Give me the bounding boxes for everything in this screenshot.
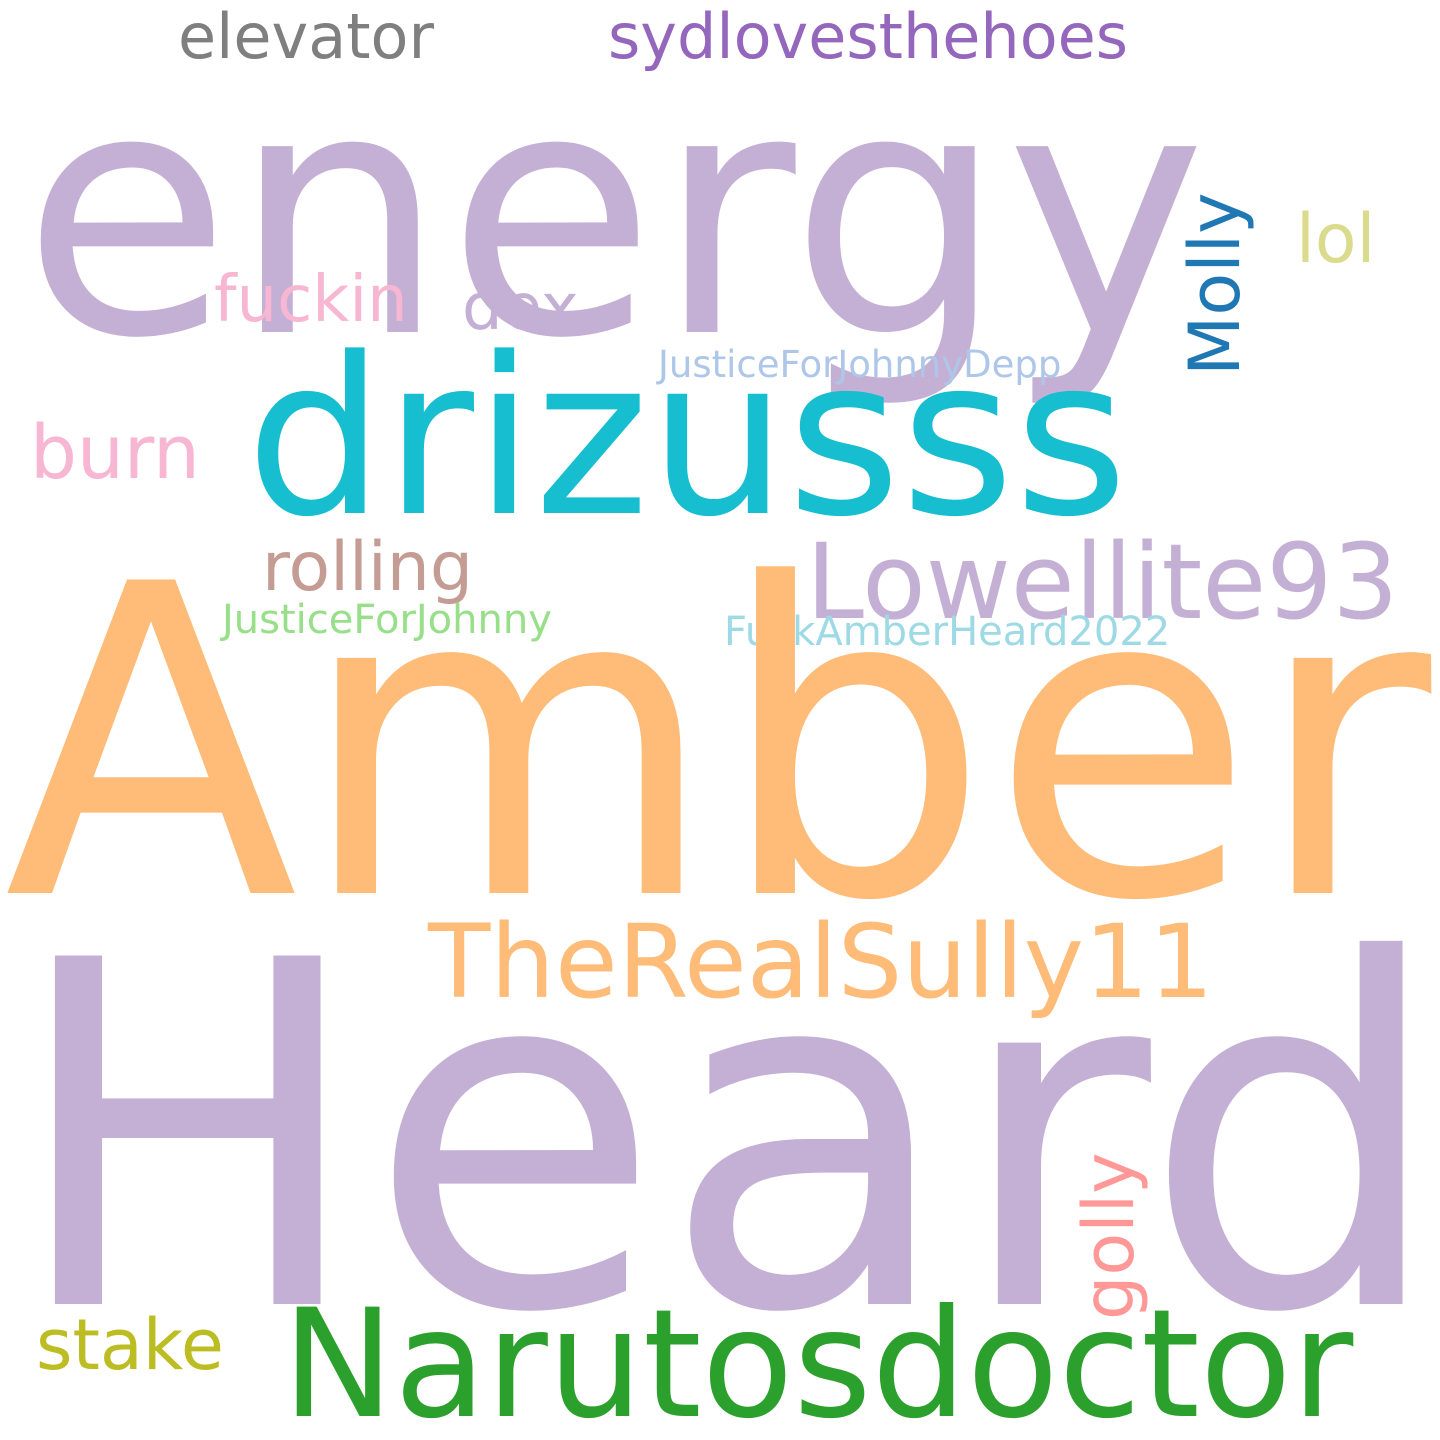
word-fuckamberheard2022: FuckAmberHeard2022: [724, 609, 1171, 655]
word-molly: Molly: [1174, 192, 1256, 376]
word-lowellite93: Lowellite93: [806, 521, 1399, 643]
word-fuckin: fuckin: [214, 263, 408, 337]
word-lol: lol: [1296, 200, 1376, 279]
word-therealsully11: TheRealSully11: [428, 903, 1214, 1022]
word-dex: dex: [462, 271, 579, 345]
word-narutosdoctor: Narutosdoctor: [282, 1278, 1354, 1440]
word-burn: burn: [30, 410, 200, 496]
word-elevator: elevator: [178, 0, 434, 73]
word-sydlovesthehoes: sydlovesthehoes: [608, 0, 1129, 73]
word-energy: energy: [22, 17, 1207, 413]
word-heard: Heard: [8, 860, 1440, 1417]
word-rolling: rolling: [262, 528, 474, 607]
word-stake: stake: [36, 1304, 224, 1386]
word-drizusss: drizusss: [246, 312, 1128, 565]
word-justiceforjohnnydepp: JusticeForJohnnyDepp: [658, 343, 1062, 386]
word-amber: Amber: [4, 495, 1432, 995]
word-justiceforjohnny: JusticeForJohnny: [222, 597, 552, 643]
